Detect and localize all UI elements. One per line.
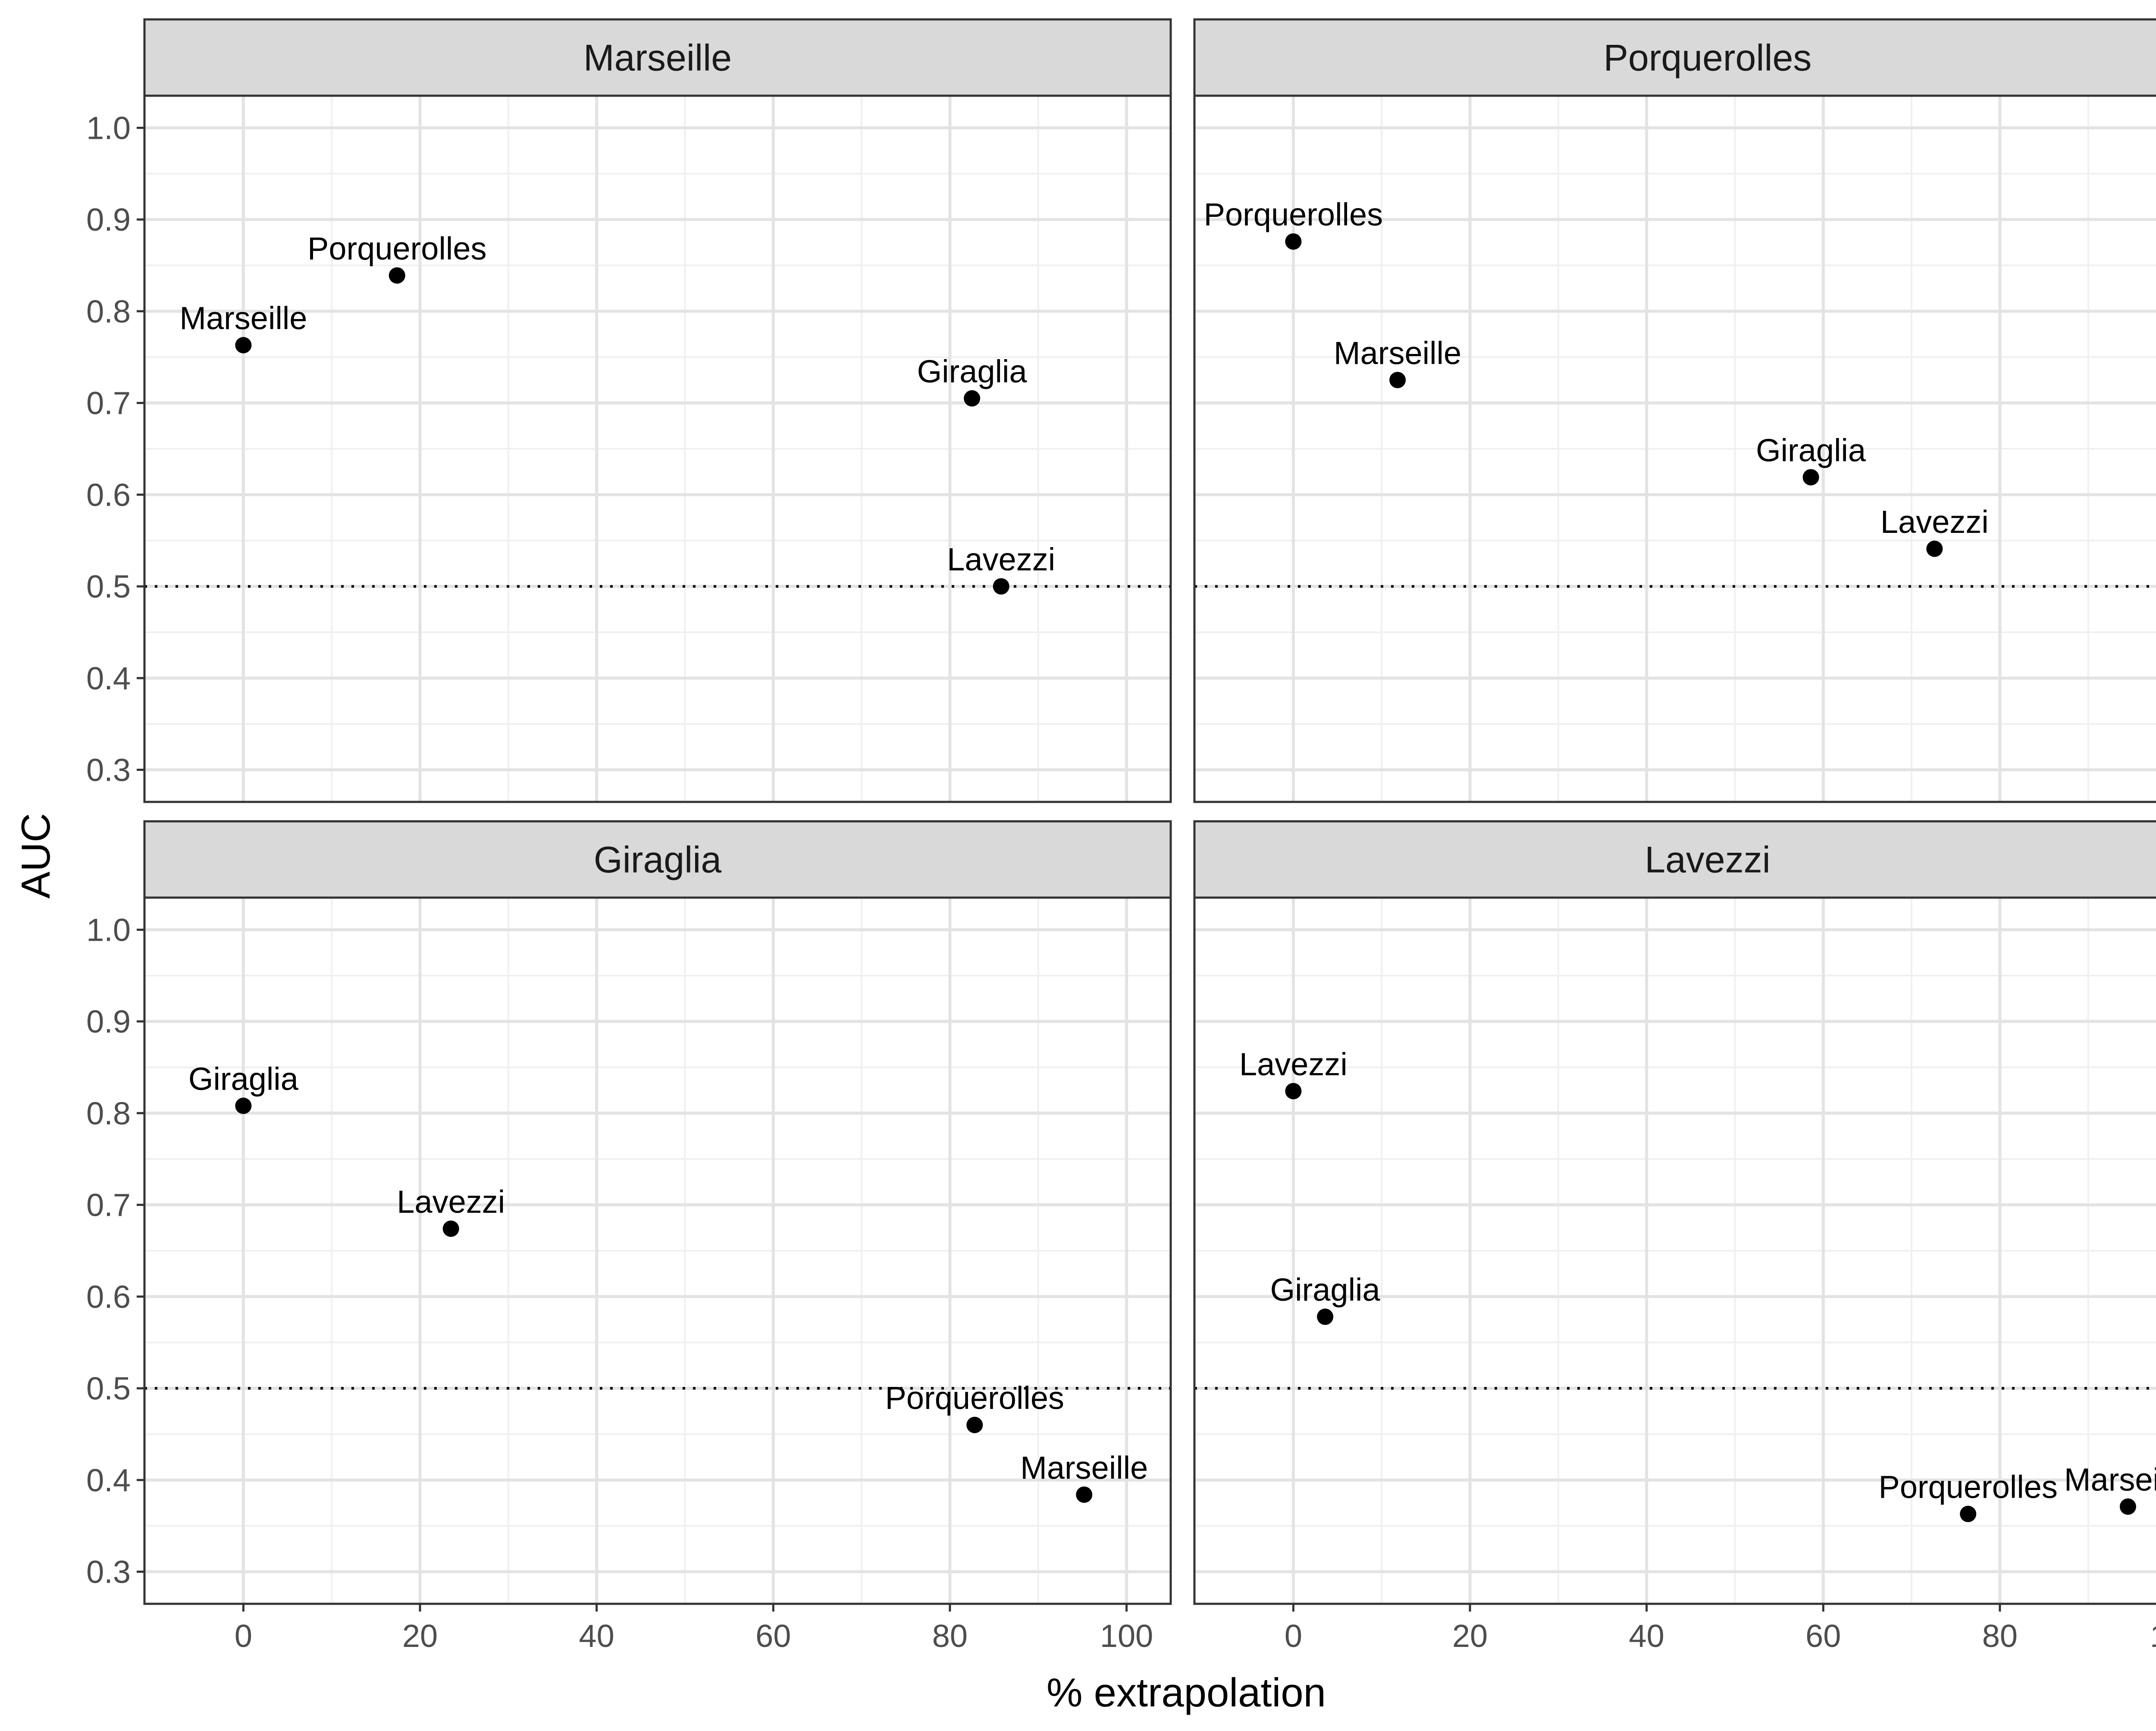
y-tick-label: 1.0 (86, 110, 131, 146)
y-tick-label: 0.8 (86, 294, 131, 329)
y-tick-label: 0.3 (86, 752, 131, 788)
data-label: Marseille (1334, 335, 1461, 371)
x-axis-title: % extrapolation (1047, 1670, 1326, 1715)
data-label: Lavezzi (947, 542, 1055, 577)
x-tick-label: 40 (579, 1618, 614, 1654)
y-tick-label: 0.7 (86, 1187, 131, 1223)
facet-panel-porquerolles: Porquerolles Marseille Giraglia Lavezzi Porq… (1193, 18, 2156, 803)
data-label: Giraglia (1270, 1272, 1381, 1308)
data-label: Marseille (1020, 1450, 1148, 1486)
x-tick-label: 60 (755, 1618, 791, 1654)
data-point (389, 267, 405, 284)
data-point (1317, 1308, 1334, 1325)
data-point (2119, 1498, 2136, 1515)
data-point (1285, 1083, 1302, 1099)
facet-strip-title: Porquerolles (1604, 38, 1812, 79)
x-tick-label: 60 (1805, 1618, 1841, 1654)
x-tick-label: 100 (1100, 1618, 1153, 1654)
data-label: Porquerolles (1204, 197, 1383, 232)
y-tick-label: 0.4 (86, 660, 131, 696)
facet-strip-title: Giraglia (594, 839, 722, 881)
x-tick-label: 20 (402, 1618, 438, 1654)
facet-strip-title: Marseille (583, 38, 732, 79)
data-point (1389, 372, 1406, 388)
y-tick-label: 0.6 (86, 1279, 131, 1315)
facet-strip-title: Lavezzi (1645, 839, 1771, 881)
data-point (1960, 1506, 1977, 1522)
data-label: Marseille (2064, 1462, 2156, 1498)
facet-strip (1193, 18, 2156, 97)
y-tick-label: 0.7 (86, 385, 131, 421)
data-point (993, 578, 1009, 595)
data-label: Giraglia (188, 1061, 299, 1097)
x-tick-label: 0 (1285, 1618, 1302, 1654)
data-label: Porquerolles (307, 231, 486, 266)
x-tick-label: 80 (932, 1618, 968, 1654)
y-tick-label: 1.0 (86, 912, 131, 948)
x-tick-label: 40 (1629, 1618, 1664, 1654)
y-tick-label: 0.6 (86, 477, 131, 513)
y-tick-label: 0.8 (86, 1096, 131, 1131)
data-point (235, 1097, 252, 1114)
data-point (235, 337, 252, 354)
y-tick-label: 0.4 (86, 1462, 131, 1498)
data-label: Giraglia (1756, 432, 1866, 468)
data-point (1802, 469, 1819, 485)
facet-panel-giraglia: Giraglia Lavezzi Porquerolles Marseille Gira… (86, 820, 1172, 1654)
facet-strip (143, 18, 1172, 97)
data-label: Giraglia (917, 354, 1028, 389)
facet-panel-marseille: MarseillePorquerollesGiragliaLavezziMars… (86, 18, 1172, 803)
data-point (964, 390, 981, 407)
data-point (442, 1220, 459, 1237)
data-point (1285, 233, 1302, 250)
data-label: Lavezzi (1239, 1046, 1348, 1082)
y-axis-title: AUC (13, 813, 58, 898)
facet-strip (1193, 820, 2156, 899)
data-label: Porquerolles (885, 1380, 1064, 1416)
x-tick-label: 80 (1982, 1618, 2018, 1654)
data-point (966, 1417, 983, 1434)
data-point (1076, 1486, 1093, 1503)
facet-strip (143, 820, 1172, 899)
data-point (1926, 540, 1943, 557)
x-tick-label: 0 (235, 1618, 252, 1654)
data-label: Marseille (179, 300, 307, 336)
y-tick-label: 0.9 (86, 1004, 131, 1039)
y-tick-label: 0.5 (86, 1371, 131, 1406)
y-tick-label: 0.9 (86, 202, 131, 238)
data-label: Lavezzi (1880, 504, 1989, 540)
y-tick-label: 0.3 (86, 1554, 131, 1590)
y-tick-label: 0.5 (86, 569, 131, 604)
x-tick-label: 20 (1452, 1618, 1488, 1654)
x-tick-label: 100 (2150, 1618, 2156, 1654)
data-label: Lavezzi (397, 1184, 505, 1220)
data-label: Porquerolles (1878, 1469, 2057, 1505)
